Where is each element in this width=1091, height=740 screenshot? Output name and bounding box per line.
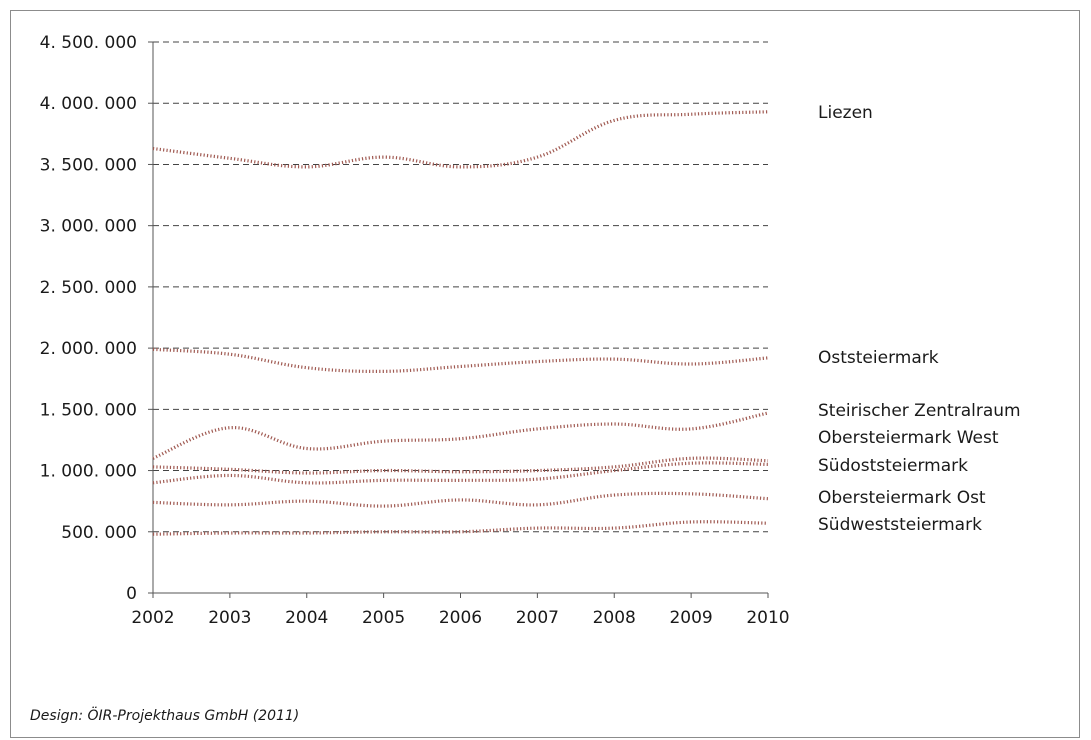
x-tick-label: 2002	[131, 608, 174, 628]
chart-frame	[10, 10, 1080, 738]
y-axis-tick-labels: 0 500. 000 1. 000. 000 1. 500. 000 2. 000. 0…	[40, 33, 137, 604]
x-tick-label: 2004	[285, 608, 328, 628]
series-label: Obersteiermark West	[818, 428, 999, 448]
x-tick-label: 2007	[516, 608, 559, 628]
x-tick-label: 2009	[669, 608, 712, 628]
x-tick-label: 2003	[208, 608, 251, 628]
y-tick-label: 4. 500. 000	[40, 33, 137, 53]
x-tick-label: 2008	[593, 608, 636, 628]
y-tick-label: 4. 000. 000	[40, 94, 137, 114]
y-tick-label: 3. 500. 000	[40, 155, 137, 175]
series-line-liezen	[152, 110, 769, 169]
series-labels: Liezen Oststeiermark Steirischer Zentralra…	[818, 103, 1021, 535]
series-line-s-doststeiermark	[152, 461, 769, 485]
series-line-s-dweststeiermark	[152, 520, 769, 536]
x-tick-label: 2010	[746, 608, 789, 628]
y-tick-label: 2. 500. 000	[40, 278, 137, 298]
series-label: Südweststeiermark	[818, 515, 982, 535]
x-tick-label: 2006	[439, 608, 482, 628]
series-line-steirischer-zentralraum	[152, 411, 769, 460]
series-label: Steirischer Zentralraum	[818, 401, 1021, 421]
source-note: Design: ÖIR-Projekthaus GmbH (2011)	[30, 708, 300, 724]
x-axis-tick-labels: 2002 2003 2004 2005 2006 2007 2008 2009 2010	[131, 608, 789, 628]
y-tick-label: 1. 000. 000	[40, 462, 137, 482]
series-lines	[152, 110, 769, 536]
series-label: Obersteiermark Ost	[818, 488, 986, 508]
series-line-obersteiermark-ost	[152, 491, 769, 508]
y-tick-label: 3. 000. 000	[40, 217, 137, 237]
series-label: Oststeiermark	[818, 348, 939, 368]
series-label: Südoststeiermark	[818, 456, 968, 476]
axes	[148, 41, 769, 598]
y-tick-label: 0	[126, 584, 137, 604]
series-line-oststeiermark	[152, 347, 769, 374]
x-tick-label: 2005	[362, 608, 405, 628]
y-tick-label: 1. 500. 000	[40, 400, 137, 420]
y-tick-label: 2. 000. 000	[40, 339, 137, 359]
y-tick-label: 500. 000	[61, 523, 137, 543]
series-label: Liezen	[818, 103, 873, 123]
